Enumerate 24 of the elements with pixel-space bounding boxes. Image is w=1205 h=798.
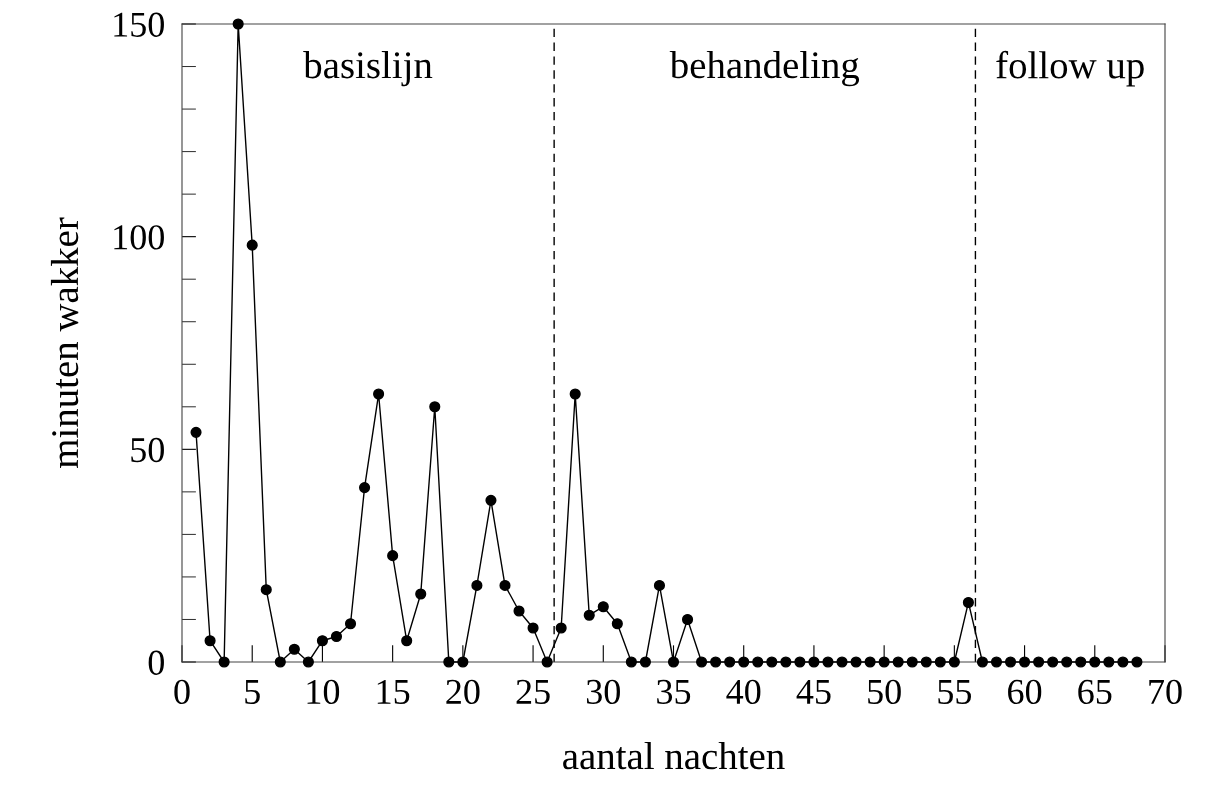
x-tick-label: 20 [446,679,480,705]
x-tick-label: 40 [726,679,761,705]
annotation: behandeling [669,50,860,87]
y-axis-title: minuten wakker [50,217,79,468]
y-tick-label: 0 [148,650,164,675]
y-tick-label: 50 [131,437,164,463]
x-tick-label: 25 [516,679,550,705]
annotation: follow up [996,50,1144,87]
x-tick-label: 55 [938,680,971,705]
x-tick-label: 35 [657,679,691,705]
x-tick-label: 0 [174,679,190,705]
x-axis-title: aantal nachten [563,741,785,770]
y-tick-label: 100 [114,225,164,250]
x-tick-label: 65 [1078,679,1112,705]
x-tick-label: 15 [377,679,410,705]
annotation: basislijn [303,51,433,87]
y-tick-label: 150 [114,12,164,37]
x-tick-label: 50 [868,679,901,705]
x-tick-label: 30 [586,679,620,705]
x-tick-label: 45 [796,679,831,705]
x-tick-label: 70 [1149,679,1182,705]
x-tick-label: 5 [245,680,260,705]
x-tick-label: 60 [1008,679,1042,705]
x-tick-label: 10 [307,679,340,705]
